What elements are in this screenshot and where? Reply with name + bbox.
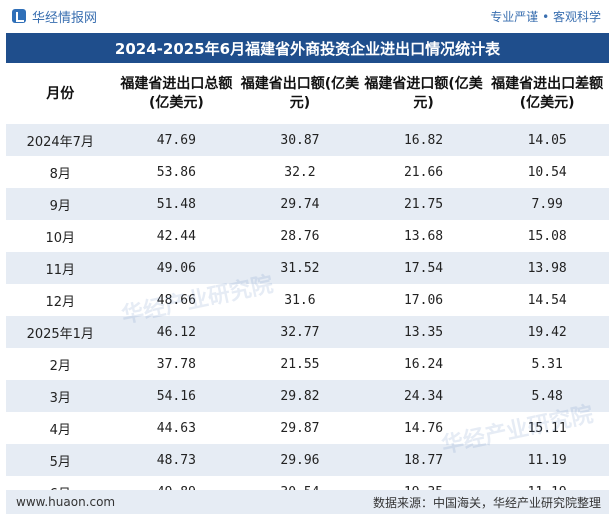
logo-icon	[12, 9, 26, 23]
cell-month: 3月	[6, 380, 115, 412]
table-row: 2月 37.78 21.55 16.24 5.31	[6, 348, 609, 380]
brand: 华经情报网	[12, 7, 98, 26]
cell-month: 10月	[6, 220, 115, 252]
cell-export: 32.77	[238, 316, 362, 348]
table-row: 12月 48.66 31.6 17.06 14.54	[6, 284, 609, 316]
cell-export: 28.76	[238, 220, 362, 252]
header-balance: 福建省进出口差额(亿美元)	[485, 64, 609, 124]
cell-total: 53.86	[114, 156, 239, 188]
cell-month: 4月	[6, 412, 115, 444]
table-row: 3月 54.16 29.82 24.34 5.48	[6, 380, 609, 412]
cell-balance: 15.11	[485, 412, 609, 444]
table-row: 4月 44.63 29.87 14.76 15.11	[6, 412, 609, 444]
cell-import: 17.06	[361, 284, 486, 316]
cell-total: 37.78	[114, 348, 239, 380]
cell-total: 42.44	[114, 220, 239, 252]
cell-total: 48.66	[114, 284, 239, 316]
cell-total: 46.12	[114, 316, 239, 348]
cell-import: 21.66	[361, 156, 486, 188]
cell-month: 5月	[6, 444, 115, 476]
cell-balance: 15.08	[485, 220, 609, 252]
cell-import: 16.82	[361, 124, 486, 156]
table-row: 8月 53.86 32.2 21.66 10.54	[6, 156, 609, 188]
cell-import: 21.75	[361, 188, 486, 220]
tagline: 专业严谨 • 客观科学	[490, 10, 601, 24]
cell-balance: 13.98	[485, 252, 609, 284]
table-row: 2024年7月 47.69 30.87 16.82 14.05	[6, 124, 609, 156]
header-month: 月份	[6, 64, 115, 124]
cell-import: 13.68	[361, 220, 486, 252]
cell-month: 2024年7月	[6, 124, 115, 156]
cell-export: 29.96	[238, 444, 362, 476]
cell-import: 17.54	[361, 252, 486, 284]
data-table: 月份 福建省进出口总额(亿美元) 福建省出口额(亿美元) 福建省进口额(亿美元)…	[6, 64, 609, 508]
cell-month: 11月	[6, 252, 115, 284]
cell-month: 12月	[6, 284, 115, 316]
cell-export: 29.74	[238, 188, 362, 220]
table-row: 9月 51.48 29.74 21.75 7.99	[6, 188, 609, 220]
cell-import: 16.24	[361, 348, 486, 380]
cell-total: 48.73	[114, 444, 239, 476]
cell-export: 31.6	[238, 284, 362, 316]
cell-balance: 14.05	[485, 124, 609, 156]
footer: www.huaon.com 数据来源：中国海关，华经产业研究院整理	[6, 490, 609, 514]
cell-total: 51.48	[114, 188, 239, 220]
cell-import: 18.77	[361, 444, 486, 476]
header-export: 福建省出口额(亿美元)	[238, 64, 362, 124]
cell-export: 29.87	[238, 412, 362, 444]
cell-month: 8月	[6, 156, 115, 188]
cell-month: 9月	[6, 188, 115, 220]
cell-month: 2月	[6, 348, 115, 380]
table-title: 2024-2025年6月福建省外商投资企业进出口情况统计表	[6, 33, 609, 63]
cell-export: 30.87	[238, 124, 362, 156]
cell-import: 14.76	[361, 412, 486, 444]
cell-balance: 14.54	[485, 284, 609, 316]
cell-balance: 10.54	[485, 156, 609, 188]
cell-export: 29.82	[238, 380, 362, 412]
table-row: 10月 42.44 28.76 13.68 15.08	[6, 220, 609, 252]
cell-total: 47.69	[114, 124, 239, 156]
table-row: 2025年1月 46.12 32.77 13.35 19.42	[6, 316, 609, 348]
cell-balance: 7.99	[485, 188, 609, 220]
cell-balance: 19.42	[485, 316, 609, 348]
footer-source: 数据来源：中国海关，华经产业研究院整理	[372, 495, 601, 510]
cell-month: 2025年1月	[6, 316, 115, 348]
cell-balance: 5.31	[485, 348, 609, 380]
cell-export: 31.52	[238, 252, 362, 284]
cell-total: 54.16	[114, 380, 239, 412]
header-total: 福建省进出口总额(亿美元)	[114, 64, 239, 124]
header-import: 福建省进口额(亿美元)	[361, 64, 486, 124]
footer-url[interactable]: www.huaon.com	[16, 495, 116, 509]
cell-total: 49.06	[114, 252, 239, 284]
cell-total: 44.63	[114, 412, 239, 444]
cell-export: 21.55	[238, 348, 362, 380]
top-bar: 华经情报网 专业严谨 • 客观科学	[0, 0, 615, 32]
cell-balance: 11.19	[485, 444, 609, 476]
brand-name: 华经情报网	[32, 10, 98, 26]
cell-import: 13.35	[361, 316, 486, 348]
table-row: 5月 48.73 29.96 18.77 11.19	[6, 444, 609, 476]
cell-export: 32.2	[238, 156, 362, 188]
cell-import: 24.34	[361, 380, 486, 412]
header-row: 月份 福建省进出口总额(亿美元) 福建省出口额(亿美元) 福建省进口额(亿美元)…	[6, 64, 609, 124]
cell-balance: 5.48	[485, 380, 609, 412]
table-row: 11月 49.06 31.52 17.54 13.98	[6, 252, 609, 284]
